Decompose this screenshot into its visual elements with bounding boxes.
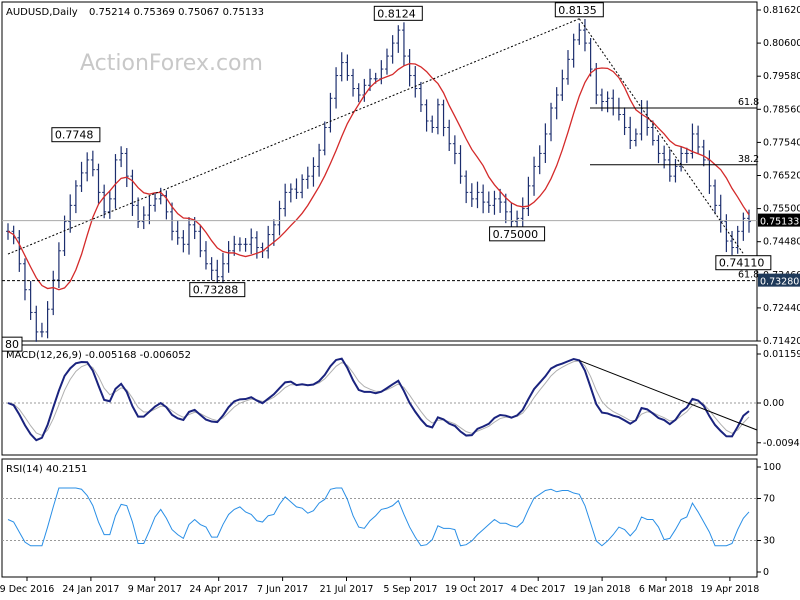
x-tick-label: 24 Jan 2017 [62,584,119,595]
x-tick-label: 6 Mar 2018 [639,584,693,595]
fib-label: 61.8 [738,270,759,281]
rsi-panel-frame [1,458,758,578]
annotation-box [51,127,101,143]
price-y-tick-label: 0.79580 [763,71,800,82]
rsi-y-tick-label: 100 [763,462,781,473]
annotation-box [554,2,604,18]
x-tick-label: 21 Jul 2017 [320,584,374,595]
watermark: ActionForex.com [80,51,263,76]
fib-label: 61.8 [738,97,759,108]
uptrend-line [7,18,580,255]
annotation-label: 0.8135 [558,4,597,17]
x-tick-label: 7 Jun 2017 [257,584,308,595]
annotation-box [189,282,246,298]
macd-trendline [579,359,758,431]
x-tick-label: 19 Apr 2018 [701,584,760,595]
price-y-tick-label: 0.75500 [763,204,800,215]
x-tick-label: 19 Jan 2018 [574,584,631,595]
x-tick-label: 9 Mar 2017 [128,584,182,595]
rsi-y-tick-label: 0 [763,567,769,578]
macd-signal-line [7,360,750,436]
price-y-tick-label: 0.81620 [763,5,800,16]
macd-header: MACD(12,26,9) -0.005168 -0.006052 [6,350,191,361]
macd-panel-frame [1,344,758,456]
price-axis-marker-label: 0.75133 [760,217,799,228]
annotation-box [1,336,23,352]
annotation-box [373,5,423,21]
symbol-label: AUDUSD,Daily [6,7,78,18]
rsi-y-tick-label: 30 [763,536,775,547]
price-y-tick-label: 0.74480 [763,237,800,248]
fib-label: 38.2 [738,154,759,165]
annotation-box [489,226,546,242]
price-y-tick-label: 0.80600 [763,38,800,49]
annotation-label: 0.75000 [493,228,539,241]
x-tick-label: 4 Dec 2017 [511,584,566,595]
annotation-label: 0.73288 [193,284,239,297]
annotation-label: 80 [5,338,19,351]
price-panel-frame [1,1,758,342]
x-tick-label: 19 Oct 2017 [445,584,504,595]
annotation-label: 0.7748 [55,129,94,142]
x-tick-label: 5 Sep 2017 [383,584,437,595]
price-y-tick-label: 0.72440 [763,303,800,314]
x-tick-label: 9 Dec 2016 [0,584,54,595]
price-y-tick-label: 0.71420 [763,336,800,347]
rsi-header: RSI(14) 40.2151 [6,464,87,475]
moving-average-line [7,62,750,291]
annotation-label: 0.74110 [719,257,765,270]
price-y-tick-label: 0.77540 [763,137,800,148]
x-tick-label: 24 Apr 2017 [189,584,248,595]
price-y-tick-label: 0.76520 [763,171,800,182]
price-axis-marker-label: 0.73280 [760,277,799,288]
price-header: AUDUSD,Daily 0.75214 0.75369 0.75067 0.7… [6,7,264,18]
macd-line [7,357,750,442]
annotation-label: 0.8124 [377,7,416,20]
downtrend-line [578,18,744,254]
macd-y-tick-label: -0.009408 [763,438,800,449]
rsi-y-tick-label: 70 [763,494,775,505]
macd-y-tick-label: 0.01159 [763,349,800,360]
annotation-box [715,255,772,271]
ohlc-label: 0.75214 0.75369 0.75067 0.75133 [89,7,264,18]
price-axis-marker [758,213,800,227]
price-y-tick-label: 0.78560 [763,104,800,115]
macd-y-tick-label: 0.00 [763,398,784,409]
rsi-line [7,487,750,547]
price-axis-marker [758,273,800,287]
